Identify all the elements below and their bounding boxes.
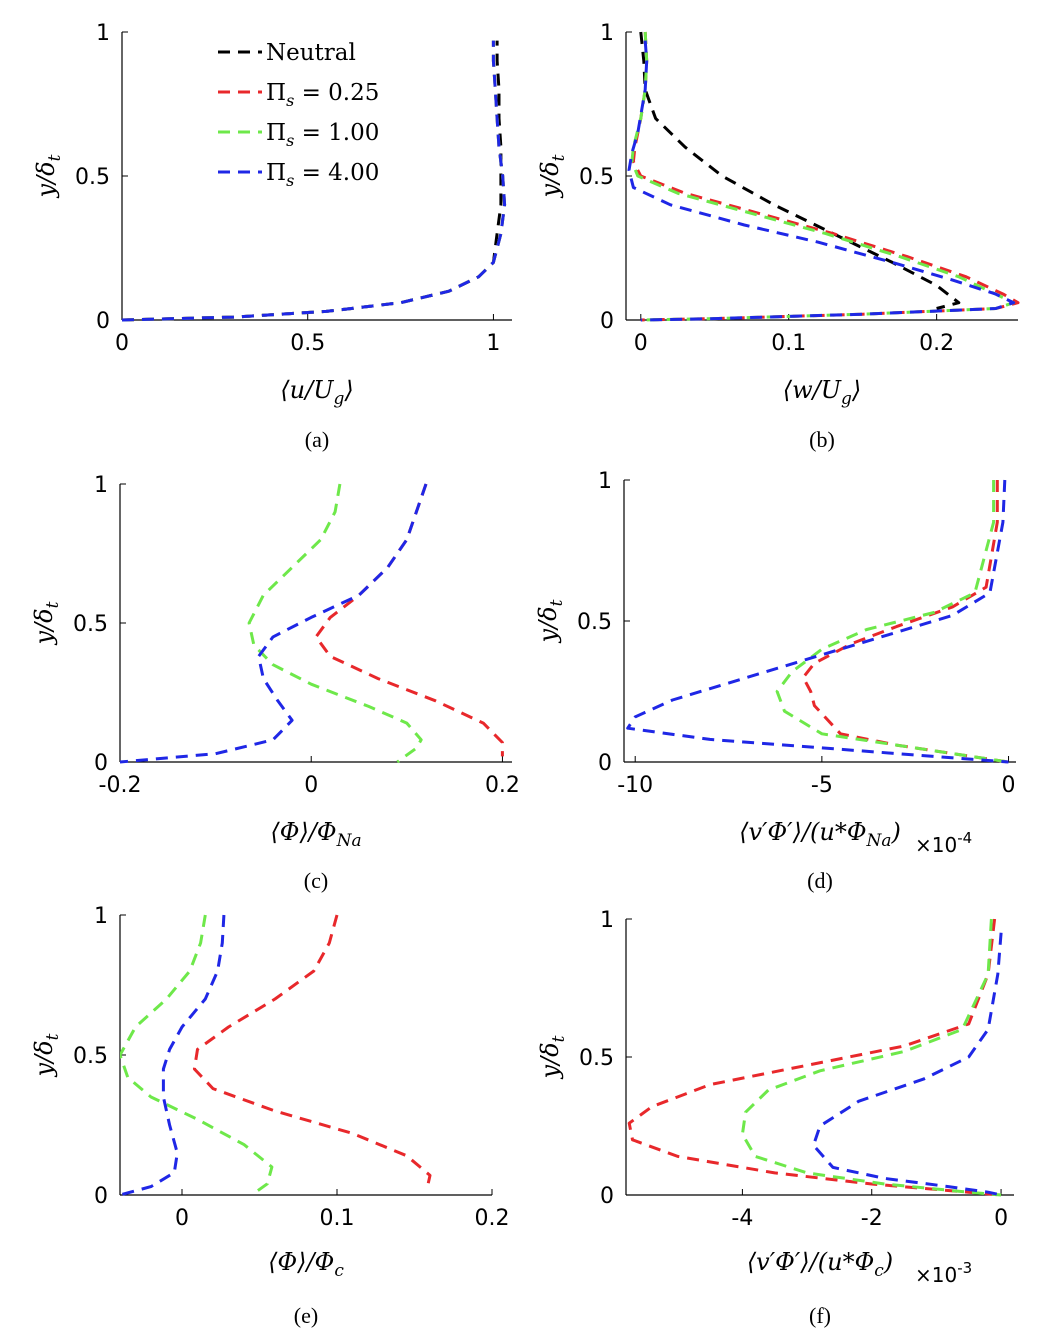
x-axis-label: ⟨Φ⟩/ΦNa: [270, 818, 361, 851]
y-tick-label: 0.5: [73, 612, 108, 637]
x-tick-label: 0: [304, 773, 318, 798]
x-tick-label: -4: [731, 1206, 753, 1231]
legend-entry: Πs = 0.25: [266, 80, 379, 110]
series-line--s-4-00: [627, 40, 1016, 322]
x-tick-label: 0: [634, 331, 648, 356]
series-line--s-1-00: [630, 31, 1016, 322]
y-tick-label: 1: [94, 473, 108, 498]
x-axis-label: ⟨w/Ug⟩: [783, 376, 861, 409]
series-line--s-4-00: [120, 483, 428, 764]
y-tick-label: 0: [96, 309, 110, 334]
x-tick-label: -5: [811, 773, 833, 798]
series-line--s-4-00: [120, 914, 226, 1197]
legend-entry: Πs = 4.00: [266, 160, 379, 190]
x-axis-label: ⟨Φ⟩/Φc: [268, 1248, 344, 1281]
y-axis-label: y/δt: [30, 1033, 63, 1077]
legend-entry: Πs = 1.00: [266, 120, 379, 150]
panel-caption: (b): [809, 427, 835, 452]
x-tick-label: 0.2: [485, 773, 520, 798]
y-tick-label: 0.5: [579, 165, 614, 190]
x-tick-label: 1: [486, 331, 500, 356]
legend: Neutral Πs = 0.25 Πs = 1.00 Πs = 4.00: [218, 40, 379, 190]
y-tick-label: 0: [600, 309, 614, 334]
y-axis-label: y/δt: [536, 1035, 569, 1079]
series-line--s-1-00: [740, 918, 1002, 1197]
x-tick-label: 0: [1002, 773, 1016, 798]
y-axis-label: y/δt: [32, 154, 65, 198]
x-tick-label: -2: [861, 1206, 883, 1231]
series-line--s-0-25: [192, 914, 432, 1190]
panel-caption: (e): [294, 1303, 318, 1328]
x-tick-label: 0.2: [475, 1206, 510, 1231]
series-line--s-1-00: [247, 483, 423, 764]
x-tick-label: 0: [175, 1206, 189, 1231]
y-tick-label: 0.5: [577, 610, 612, 635]
y-axis-label: y/δt: [30, 601, 63, 645]
series-line--s-1-00: [775, 480, 1009, 764]
y-axis-label: y/δt: [536, 154, 569, 198]
x-tick-label: 0.2: [919, 331, 954, 356]
y-tick-label: 0.5: [579, 1046, 614, 1071]
y-tick-label: 1: [96, 21, 110, 46]
panel-c: -0.2 0 0.200.51y/δt⟨Φ⟩/ΦNa(c): [30, 473, 520, 893]
y-tick-label: 1: [600, 21, 614, 46]
panel-caption: (d): [807, 868, 833, 893]
series-line--s-0-25: [314, 483, 504, 757]
panel-d: -10 -5 0 0 0.5 1 y/δt ⟨v′Φ′⟩/(u*ΦNa) ×10-4 (d): [534, 469, 1016, 893]
y-tick-label: 0.5: [75, 165, 110, 190]
y-tick-label: 0: [94, 751, 108, 776]
series-line--s-4-00: [626, 479, 1009, 764]
x-axis-label: ⟨u/Ug⟩: [280, 376, 353, 409]
series-line--s-0-25: [627, 918, 1002, 1197]
panel-e: 0 0.1 0.2 0 0.5 1 y/δt ⟨Φ⟩/Φc (e): [30, 904, 510, 1328]
y-tick-label: 0.5: [73, 1044, 108, 1069]
panel-caption: (c): [304, 868, 328, 893]
panel-a: 0 0.5 1 0 0.5 1 y/δt ⟨u/Ug⟩ (a) Neutral Πs = 0.25 Π…: [32, 21, 512, 452]
axis-multiplier: ×10-3: [915, 1259, 972, 1287]
panel-caption: (f): [809, 1303, 831, 1328]
y-tick-label: 1: [94, 904, 108, 929]
panel-f: -4 -2 0 0 0.5 1 y/δt ⟨v′Φ′⟩/(u*Φc) ×10-3 (f): [536, 908, 1014, 1328]
x-tick-label: -0.2: [99, 773, 142, 798]
series-line-neutral: [639, 31, 961, 310]
x-tick-label: 0: [115, 331, 129, 356]
y-tick-label: 0: [598, 751, 612, 776]
x-tick-label: 0.5: [290, 331, 325, 356]
x-tick-label: 0: [994, 1206, 1008, 1231]
x-tick-label: -10: [617, 773, 653, 798]
panel-b: 0 0.1 0.2 0 0.5 1 y/δt ⟨w/Ug⟩ (b): [536, 21, 1020, 452]
y-tick-label: 0: [94, 1184, 108, 1209]
y-tick-label: 1: [598, 469, 612, 494]
x-tick-label: 0.1: [320, 1206, 355, 1231]
y-tick-label: 1: [600, 908, 614, 933]
y-tick-label: 0: [600, 1184, 614, 1209]
panel-caption: (a): [305, 427, 329, 452]
series-line--s-4-00: [812, 932, 1003, 1197]
legend-entry: Neutral: [266, 40, 356, 66]
y-axis-label: y/δt: [534, 599, 567, 643]
series-line--s-4-00: [122, 40, 507, 322]
x-axis-label: ⟨v′Φ′⟩/(u*Φc): [747, 1248, 893, 1281]
series-line--s-1-00: [120, 914, 274, 1197]
x-tick-label: 0.1: [771, 331, 806, 356]
axis-multiplier: ×10-4: [915, 829, 972, 857]
x-axis-label: ⟨v′Φ′⟩/(u*ΦNa): [739, 818, 901, 851]
